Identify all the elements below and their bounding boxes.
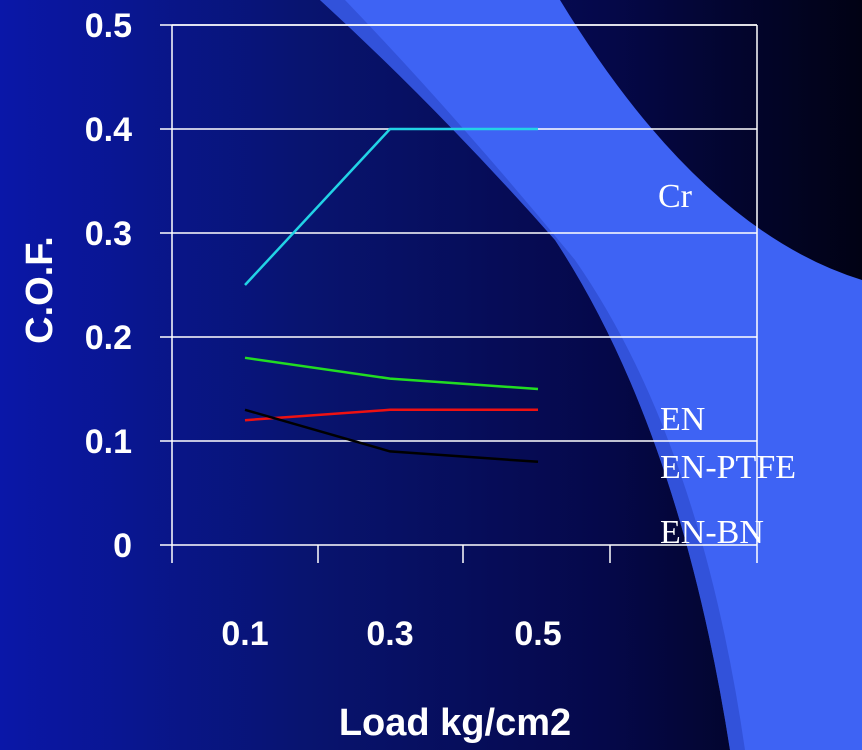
y-tick-label: 0.2	[85, 319, 132, 357]
y-tick-label: 0.5	[85, 7, 132, 45]
legend-label-en-bn: EN-BN	[660, 514, 764, 551]
y-tick-label: 0.4	[85, 111, 132, 149]
y-tick-label: 0	[113, 527, 132, 565]
series-line-en	[244, 356, 539, 391]
plot-area: 0 0.1 0.2 0.3 0.4 0.5 0.1 0.3 0.5	[85, 7, 758, 653]
x-tick-label: 0.1	[221, 615, 268, 653]
x-axis-title: Load kg/cm2	[339, 702, 571, 744]
background-swoosh	[320, 0, 862, 750]
series-line-en-ptfe	[244, 408, 538, 422]
y-tick-label: 0.1	[85, 423, 132, 461]
y-axis-title: C.O.F.	[19, 236, 61, 344]
legend-label-cr: Cr	[658, 178, 693, 215]
x-tick-label: 0.3	[366, 615, 413, 653]
series-line-en-bn	[244, 408, 539, 464]
legend-label-en: EN	[660, 401, 705, 438]
x-tick-label: 0.5	[514, 615, 561, 653]
legend-label-en-ptfe: EN-PTFE	[660, 449, 796, 486]
legend: Cr EN EN-PTFE EN-BN	[658, 178, 796, 551]
y-tick-label: 0.3	[85, 215, 132, 253]
series-line-cr	[244, 127, 538, 286]
